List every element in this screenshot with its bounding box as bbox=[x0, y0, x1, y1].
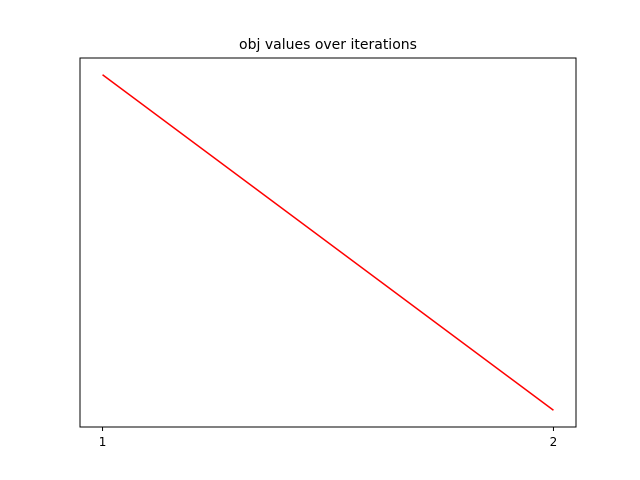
chart-title: obj values over iterations bbox=[239, 37, 417, 53]
series-line-0 bbox=[102, 74, 554, 411]
x-tick-label: 1 bbox=[99, 435, 107, 449]
series-layer bbox=[102, 74, 554, 411]
x-tick-label: 2 bbox=[550, 435, 558, 449]
